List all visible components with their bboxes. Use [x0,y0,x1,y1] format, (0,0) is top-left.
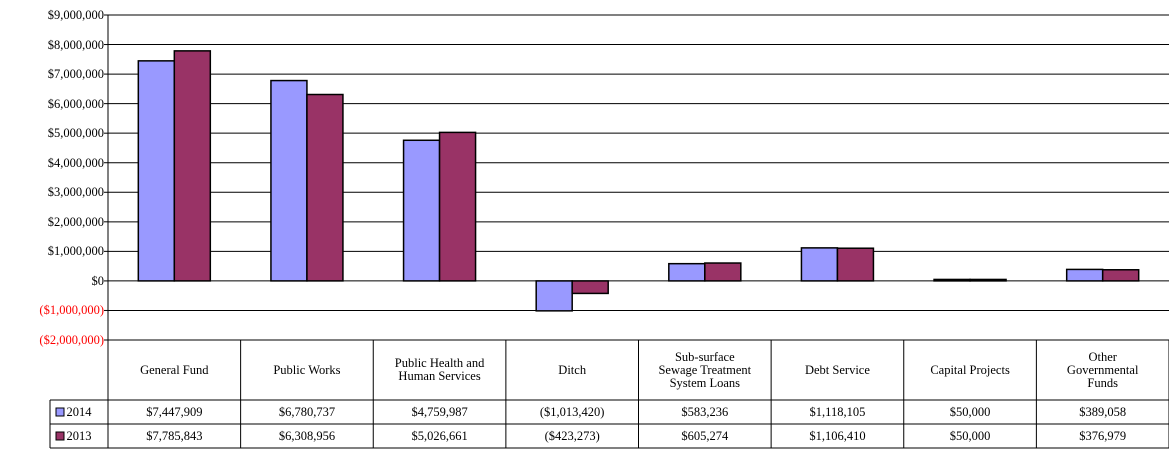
y-tick-label-text: ($2,000,000) [39,333,104,347]
bar [270,79,308,282]
x-tick-label-text: Debt Service [804,362,870,377]
bar [1065,268,1104,282]
data-label-text: $5,026,661 [411,428,468,443]
data-label-text: $605,274 [681,428,729,443]
y-tick-label-text: $2,000,000 [47,214,104,229]
bar [173,50,212,282]
bar [438,131,477,282]
bar [836,247,875,282]
y-tick-label-text: $9,000,000 [47,8,104,22]
y-tick-label-text: $8,000,000 [47,37,104,52]
y-tick-label: $0 [0,273,105,288]
y-tick-label: $4,000,000 [0,156,104,170]
data-label-text: $4,759,987 [411,404,468,419]
y-tick-label: $3,000,000 [0,185,104,199]
data-label-text: $376,979 [1079,428,1127,443]
legend-label: 2014 [64,400,94,424]
x-tick-label-text: Sub-surface Sewage Treatment System Loan… [658,349,752,390]
x-tick-label: Debt Service [771,340,904,400]
y-tick-label-text: $1,000,000 [47,244,104,259]
data-label: $389,058 [1036,400,1169,424]
y-tick-label-text: $3,000,000 [47,185,104,200]
data-label: $6,308,956 [241,424,374,448]
legend-swatch [55,407,65,417]
data-label-text: $389,058 [1079,404,1127,419]
data-label: $7,785,843 [108,424,241,448]
data-label-text: $7,447,909 [146,404,203,419]
data-label: $1,118,105 [771,400,904,424]
bar [137,60,176,282]
x-tick-label-text: Public Works [273,362,341,377]
bar [1101,269,1140,282]
x-tick-label-text: Ditch [558,362,587,377]
bar [704,262,742,282]
legend-label-text: 2013 [66,428,92,443]
y-tick-label: $1,000,000 [0,244,104,258]
data-label-text: $7,785,843 [146,428,203,443]
y-tick-label-text: $6,000,000 [47,96,104,111]
x-tick-label-text: Other Governmental Funds [1066,349,1139,390]
y-tick-label-text: $0 [91,273,105,288]
x-tick-label: Ditch [506,340,639,400]
data-label: $7,447,909 [108,400,241,424]
data-label: $50,000 [904,424,1037,448]
legend-label-text: 2014 [66,404,92,419]
bar [668,262,706,282]
data-label: $5,026,661 [373,424,506,448]
y-tick-label: $6,000,000 [0,97,104,111]
y-tick-label: $5,000,000 [0,126,104,140]
data-label: $1,106,410 [771,424,904,448]
x-tick-label-text: General Fund [140,362,209,377]
data-label: $6,780,737 [241,400,374,424]
data-label-text: $6,780,737 [278,404,336,419]
y-tick-label: $8,000,000 [0,38,104,52]
x-tick-label: Public Works [241,340,374,400]
data-label: $376,979 [1036,424,1169,448]
x-tick-label: General Fund [108,340,241,400]
data-label-text: $1,118,105 [809,404,866,419]
y-tick-label: ($1,000,000) [0,303,104,317]
data-label: $4,759,987 [373,400,506,424]
y-tick-label: ($2,000,000) [0,333,104,347]
bar [800,247,839,282]
x-tick-label: Other Governmental Funds [1036,340,1169,400]
legend-label: 2013 [64,424,94,448]
y-tick-label-text: $4,000,000 [47,155,104,170]
x-tick-label: Sub-surface Sewage Treatment System Loan… [639,340,772,400]
y-tick-label: $7,000,000 [0,67,104,81]
bar [571,280,609,295]
bar [402,139,441,282]
data-label: $50,000 [904,400,1037,424]
bar [535,280,573,312]
data-label: $605,274 [639,424,772,448]
x-tick-label: Public Health and Human Services [373,340,506,400]
data-label-text: $50,000 [949,428,991,443]
bar [306,93,344,282]
y-tick-label-text: $5,000,000 [47,126,104,141]
data-label: $583,236 [639,400,772,424]
x-tick-label-text: Public Health and Human Services [394,356,485,383]
data-label-text: $50,000 [949,404,991,419]
data-label-text: $583,236 [681,404,729,419]
y-tick-label: $9,000,000 [0,8,104,22]
bar [933,278,971,282]
data-label: ($1,013,420) [506,400,639,424]
x-tick-label-text: Capital Projects [930,362,1010,377]
x-tick-label: Capital Projects [904,340,1037,400]
y-tick-label-text: $7,000,000 [47,67,104,82]
bar [969,278,1007,282]
legend-swatch [55,431,65,441]
y-tick-label: $2,000,000 [0,215,104,229]
y-tick-label-text: ($1,000,000) [39,303,104,318]
data-label-text: ($1,013,420) [539,404,605,419]
data-label-text: ($423,273) [544,428,600,443]
data-label-text: $1,106,410 [809,428,866,443]
data-label: ($423,273) [506,424,639,448]
data-label-text: $6,308,956 [278,428,336,443]
